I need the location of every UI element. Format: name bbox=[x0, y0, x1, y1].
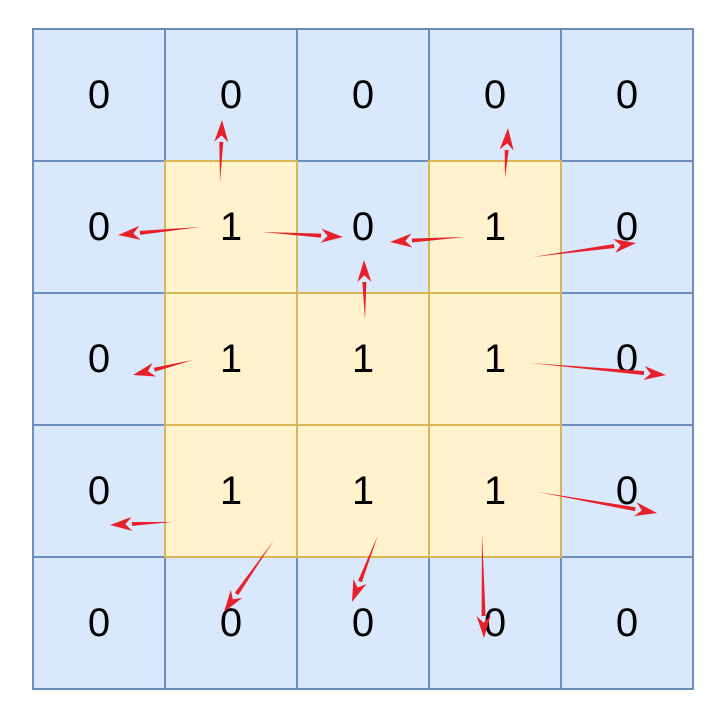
arrow bbox=[352, 535, 378, 602]
arrow bbox=[538, 492, 657, 517]
arrow-shaft bbox=[139, 227, 200, 235]
arrow bbox=[214, 120, 229, 182]
arrow-shaft bbox=[533, 243, 615, 257]
arrow-head bbox=[118, 225, 141, 240]
arrow-head bbox=[634, 502, 657, 517]
grid-cell: 0 bbox=[32, 28, 166, 162]
arrow-head bbox=[476, 615, 491, 638]
arrow-shaft bbox=[362, 281, 367, 320]
arrow-shaft bbox=[358, 535, 378, 583]
arrow bbox=[530, 363, 666, 381]
arrow bbox=[533, 239, 636, 257]
grid-cell: 0 bbox=[296, 28, 430, 162]
arrow-shaft bbox=[219, 141, 224, 182]
arrow-head bbox=[613, 239, 636, 253]
grid-cell: 1 bbox=[428, 424, 562, 558]
grid-cell: 0 bbox=[32, 556, 166, 690]
arrow-head bbox=[224, 589, 243, 612]
grid-cell: 0 bbox=[32, 424, 166, 558]
arrow bbox=[118, 225, 200, 240]
arrow bbox=[133, 360, 193, 377]
arrow-head bbox=[110, 516, 133, 531]
arrow-head bbox=[643, 366, 666, 381]
arrow-head bbox=[352, 578, 367, 602]
arrow-head bbox=[390, 233, 413, 248]
arrow-shaft bbox=[411, 237, 465, 243]
arrow-shaft bbox=[131, 521, 172, 526]
arrow bbox=[224, 540, 274, 612]
arrow-head bbox=[133, 362, 157, 377]
arrow-shaft bbox=[481, 533, 486, 617]
arrow bbox=[499, 128, 514, 178]
grid-cell: 0 bbox=[164, 28, 298, 162]
arrow-shaft bbox=[153, 360, 193, 372]
arrow-shaft bbox=[538, 492, 636, 512]
arrow bbox=[476, 533, 491, 638]
grid-cell: 0 bbox=[560, 556, 694, 690]
grid-cell: 1 bbox=[164, 160, 298, 294]
arrow-head bbox=[214, 120, 229, 143]
arrow bbox=[262, 228, 343, 243]
arrow-shaft bbox=[504, 149, 509, 178]
arrow bbox=[110, 516, 172, 531]
grid-cell: 0 bbox=[428, 556, 562, 690]
arrow bbox=[390, 233, 465, 248]
arrow-shaft bbox=[262, 232, 322, 238]
arrow-head bbox=[357, 260, 372, 283]
grid-cell: 0 bbox=[164, 556, 298, 690]
arrow-shaft bbox=[530, 363, 645, 376]
arrow-shaft bbox=[234, 540, 274, 596]
arrow bbox=[357, 260, 372, 320]
grid-cell: 0 bbox=[560, 28, 694, 162]
grid-cell: 1 bbox=[164, 292, 298, 426]
grid-cell: 0 bbox=[560, 292, 694, 426]
grid-cell: 0 bbox=[32, 292, 166, 426]
grid-cell: 1 bbox=[164, 424, 298, 558]
arrow-head bbox=[499, 128, 514, 151]
arrow-head bbox=[320, 228, 343, 243]
grid-cell: 1 bbox=[296, 424, 430, 558]
grid-cell: 1 bbox=[428, 292, 562, 426]
